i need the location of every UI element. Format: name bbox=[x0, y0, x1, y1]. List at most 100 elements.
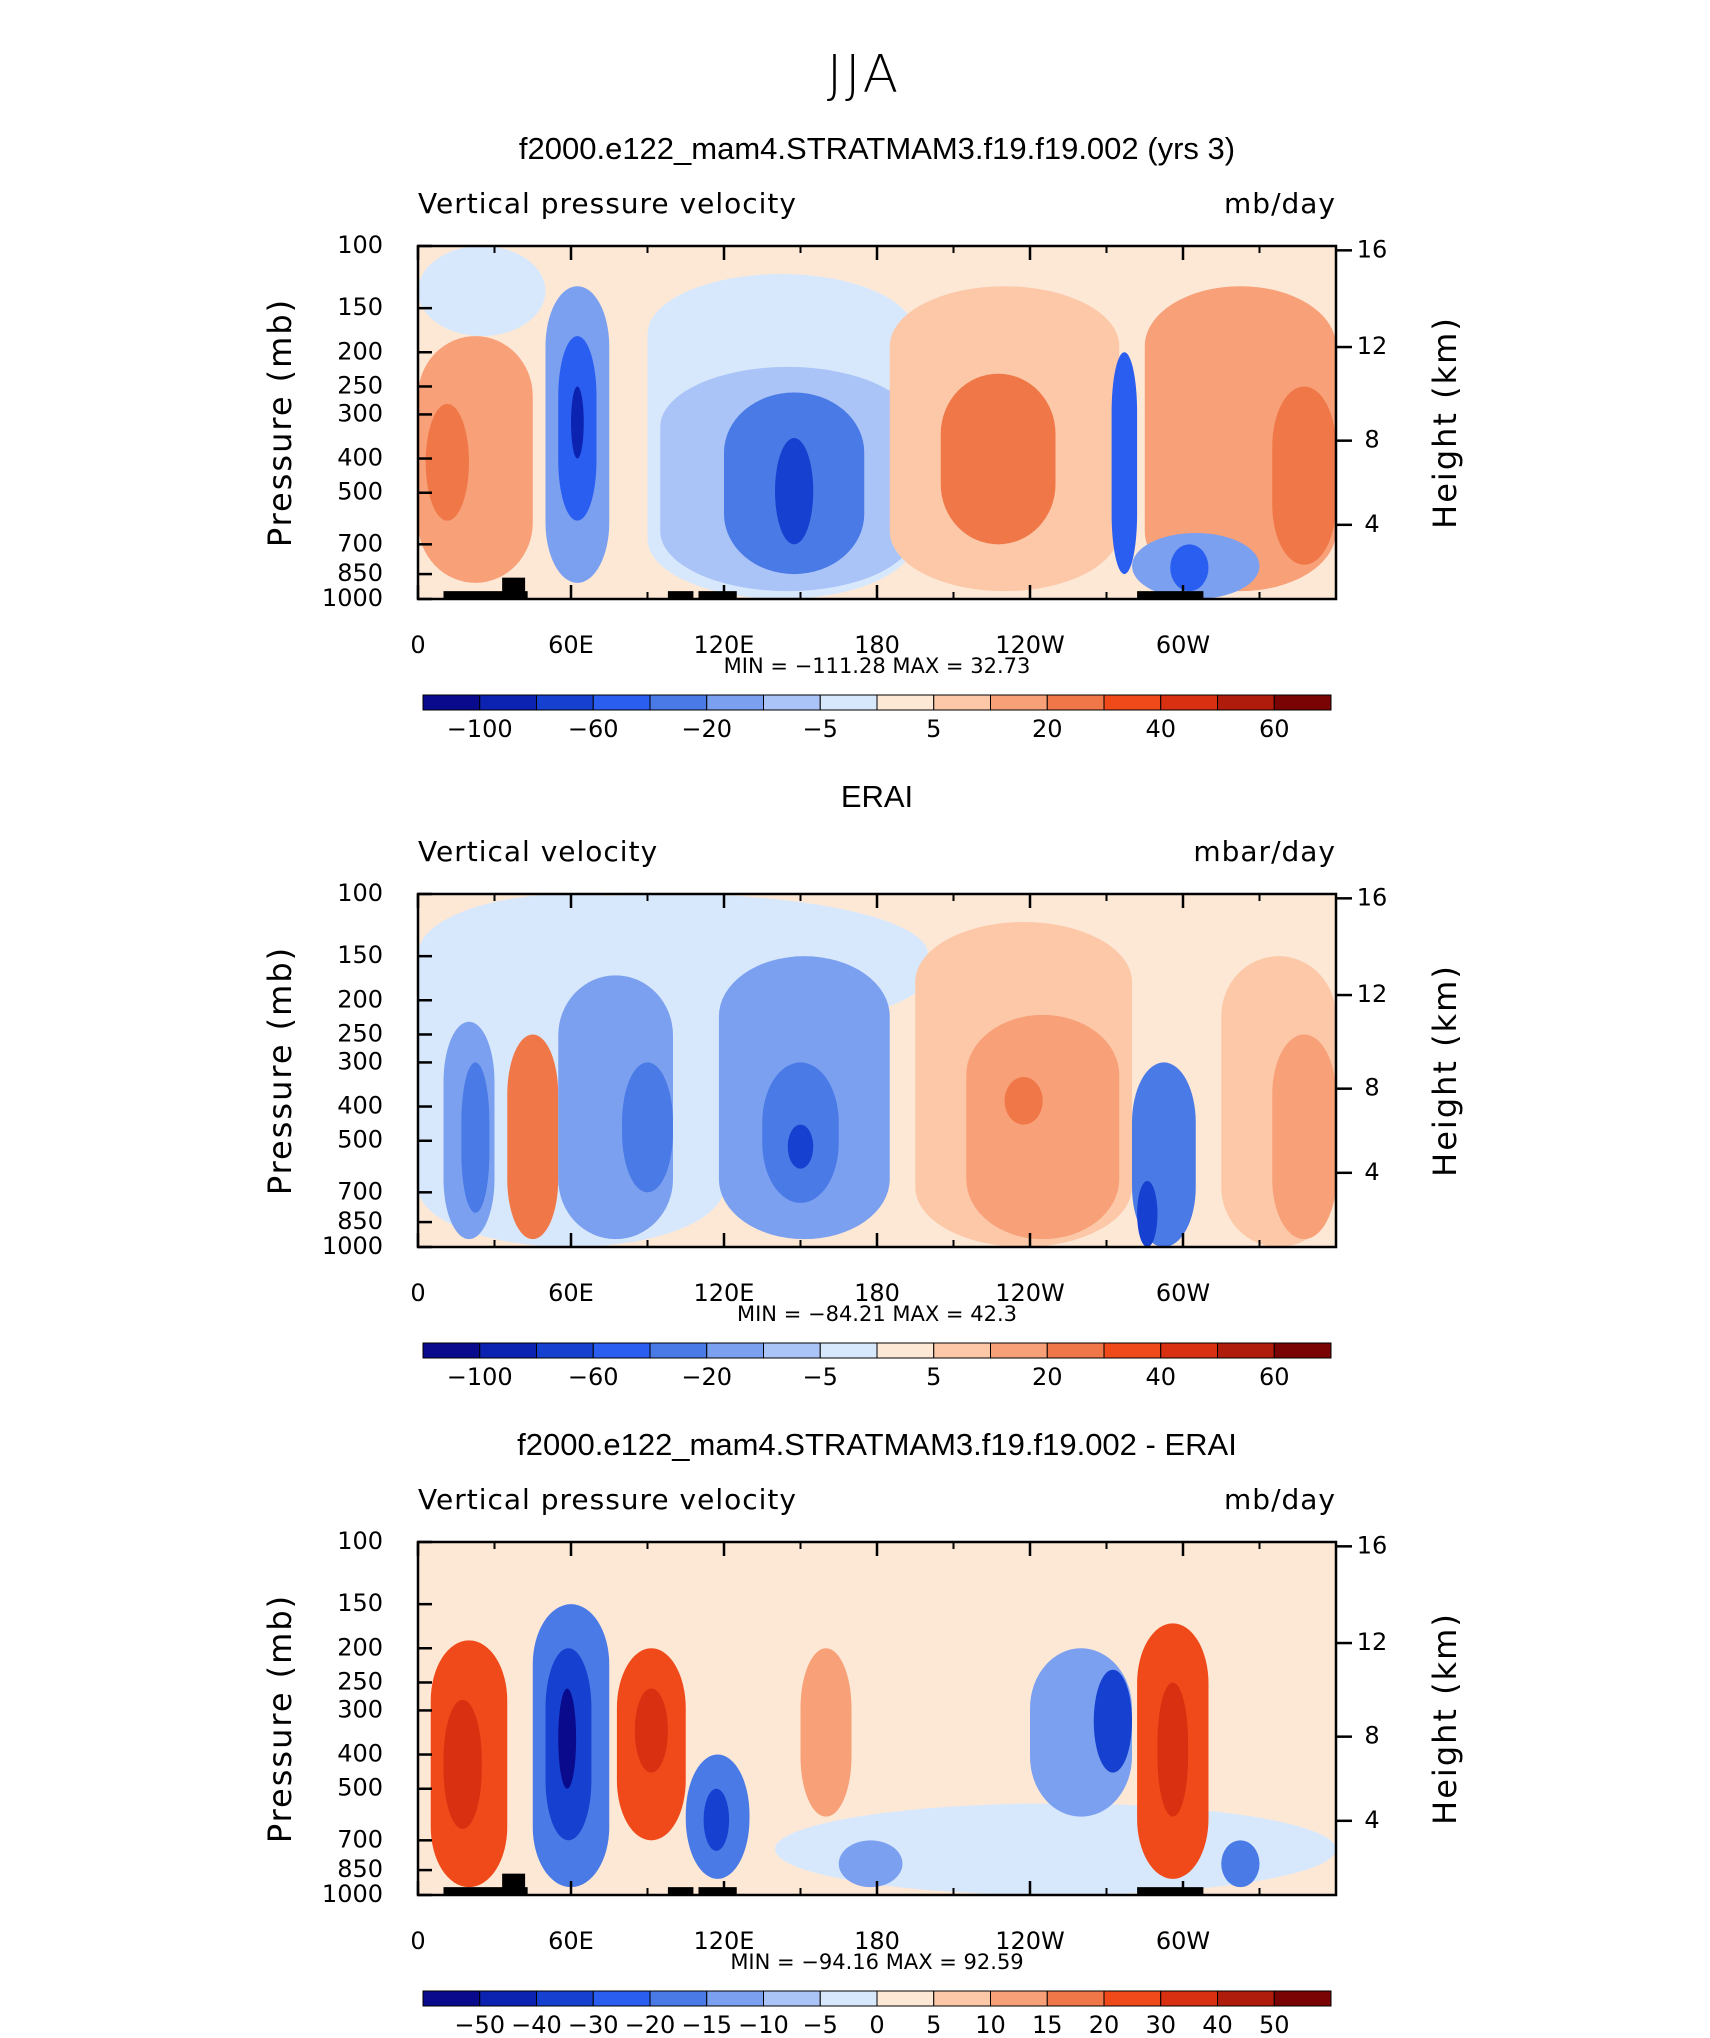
colorbar-swatch bbox=[479, 1342, 537, 1359]
x-tick-label: 120E bbox=[694, 631, 755, 659]
colorbar-swatch bbox=[990, 1342, 1048, 1359]
colorbar-swatch bbox=[1160, 1342, 1218, 1359]
colorbar-swatch bbox=[1160, 1990, 1218, 2007]
colorbar-swatch bbox=[649, 1342, 708, 1359]
topography bbox=[667, 591, 694, 599]
y2-tick-label: 16 bbox=[1357, 883, 1388, 911]
colorbar-swatch bbox=[706, 1990, 764, 2007]
colorbar-label: −20 bbox=[681, 715, 732, 743]
colorbar-label: 0 bbox=[869, 2011, 884, 2038]
contour-region bbox=[703, 1788, 730, 1851]
subtitle-right: mb/day bbox=[1224, 1483, 1336, 1516]
x-tick-label: 60W bbox=[1156, 1279, 1210, 1307]
x-tick-label: 120W bbox=[995, 1279, 1065, 1307]
y2-tick-label: 4 bbox=[1364, 1158, 1379, 1186]
y-tick-label: 150 bbox=[337, 293, 383, 321]
x-tick-label: 0 bbox=[410, 1279, 425, 1307]
stat-text: MAX = bbox=[886, 1950, 957, 1974]
y2-tick-label: 4 bbox=[1364, 510, 1379, 538]
subtitle-left: Vertical velocity bbox=[418, 835, 658, 868]
colorbar-swatch bbox=[763, 1342, 821, 1359]
colorbar-swatch bbox=[536, 694, 594, 711]
colorbar-swatch bbox=[1046, 1342, 1105, 1359]
stat-text: −84.21 bbox=[808, 1302, 886, 1326]
y-tick-label: 400 bbox=[337, 444, 383, 472]
panel-title: f2000.e122_mam4.STRATMAM3.f19.f19.002 (y… bbox=[519, 131, 1235, 166]
y-tick-label: 250 bbox=[337, 371, 383, 399]
y2-tick-label: 8 bbox=[1364, 1722, 1379, 1750]
colorbar-swatch bbox=[1217, 1342, 1275, 1359]
y-tick-label: 150 bbox=[337, 1589, 383, 1617]
colorbar-swatch bbox=[1217, 694, 1275, 711]
colorbar-swatch bbox=[933, 1990, 991, 2007]
stat-text: −111.28 bbox=[795, 654, 886, 678]
contour-region bbox=[1137, 1180, 1158, 1247]
colorbar-swatch bbox=[990, 1990, 1048, 2007]
colorbar-swatch bbox=[422, 694, 481, 711]
colorbar-label: 5 bbox=[926, 2011, 941, 2038]
panel: f2000.e122_mam4.STRATMAM3.f19.f19.002 - … bbox=[261, 1427, 1464, 2038]
y2-axis-title: Height (km) bbox=[1426, 316, 1464, 529]
colorbar-swatch bbox=[1160, 694, 1218, 711]
stat-text: 32.73 bbox=[970, 654, 1030, 678]
y-tick-label: 250 bbox=[337, 1019, 383, 1047]
colorbar-label: −50 bbox=[454, 2011, 505, 2038]
y-tick-label: 500 bbox=[337, 1774, 383, 1802]
colorbar-label: −100 bbox=[447, 715, 513, 743]
colorbar-swatch bbox=[1273, 1342, 1332, 1359]
colorbar-swatch bbox=[819, 1990, 878, 2007]
panel: f2000.e122_mam4.STRATMAM3.f19.f19.002 (y… bbox=[261, 131, 1464, 743]
y-tick-label: 150 bbox=[337, 941, 383, 969]
colorbar-swatch bbox=[1217, 1990, 1275, 2007]
colorbar-swatch bbox=[1103, 694, 1162, 711]
y2-tick-label: 8 bbox=[1364, 426, 1379, 454]
colorbar-swatch bbox=[1046, 1990, 1105, 2007]
colorbar-swatch bbox=[763, 694, 821, 711]
colorbar-label: −5 bbox=[803, 715, 838, 743]
y2-tick-label: 8 bbox=[1364, 1074, 1379, 1102]
contour-region bbox=[1272, 1034, 1336, 1240]
colorbar-swatch bbox=[649, 694, 708, 711]
contour-field bbox=[418, 894, 1336, 1247]
x-tick-label: 60W bbox=[1156, 631, 1210, 659]
contour-region bbox=[1272, 386, 1336, 565]
contour-region bbox=[571, 386, 584, 459]
stat-text: 92.59 bbox=[964, 1950, 1024, 1974]
colorbar-label: 50 bbox=[1259, 2011, 1290, 2038]
colorbar-label: 10 bbox=[975, 2011, 1006, 2038]
colorbar-label: 5 bbox=[926, 715, 941, 743]
min-max: MIN = −111.28 MAX = 32.73 bbox=[724, 654, 1031, 678]
y2-tick-label: 4 bbox=[1364, 1806, 1379, 1834]
colorbar-label: 20 bbox=[1032, 1363, 1063, 1391]
colorbar-label: −5 bbox=[803, 1363, 838, 1391]
x-tick-label: 120E bbox=[694, 1279, 755, 1307]
colorbar-swatch bbox=[876, 694, 935, 711]
y-tick-label: 300 bbox=[337, 1047, 383, 1075]
colorbar-label: 30 bbox=[1145, 2011, 1176, 2038]
colorbar-swatch bbox=[763, 1990, 821, 2007]
contour-region bbox=[507, 1034, 559, 1240]
colorbar-swatch bbox=[536, 1342, 594, 1359]
topography bbox=[502, 1873, 526, 1895]
colorbar-swatch bbox=[1273, 1990, 1332, 2007]
y-tick-label: 850 bbox=[337, 1855, 383, 1883]
figure-title: JJA bbox=[827, 45, 901, 105]
colorbar-label: 40 bbox=[1145, 1363, 1176, 1391]
colorbar-swatch bbox=[592, 1990, 651, 2007]
colorbar-swatch bbox=[536, 1990, 594, 2007]
y-axis-title: Pressure (mb) bbox=[261, 1594, 299, 1843]
x-tick-label: 60E bbox=[548, 631, 594, 659]
contour-region bbox=[1157, 1682, 1189, 1817]
colorbar-swatch bbox=[876, 1990, 935, 2007]
contour-region bbox=[622, 1062, 673, 1193]
contour-region bbox=[425, 403, 469, 521]
colorbar-label: 40 bbox=[1202, 2011, 1233, 2038]
x-tick-label: 60E bbox=[548, 1927, 594, 1955]
colorbar-swatch bbox=[933, 694, 991, 711]
contour-field bbox=[418, 246, 1336, 599]
y-tick-label: 500 bbox=[337, 1126, 383, 1154]
y-tick-label: 700 bbox=[337, 1825, 383, 1853]
y-tick-label: 400 bbox=[337, 1092, 383, 1120]
colorbar-swatch bbox=[649, 1990, 708, 2007]
